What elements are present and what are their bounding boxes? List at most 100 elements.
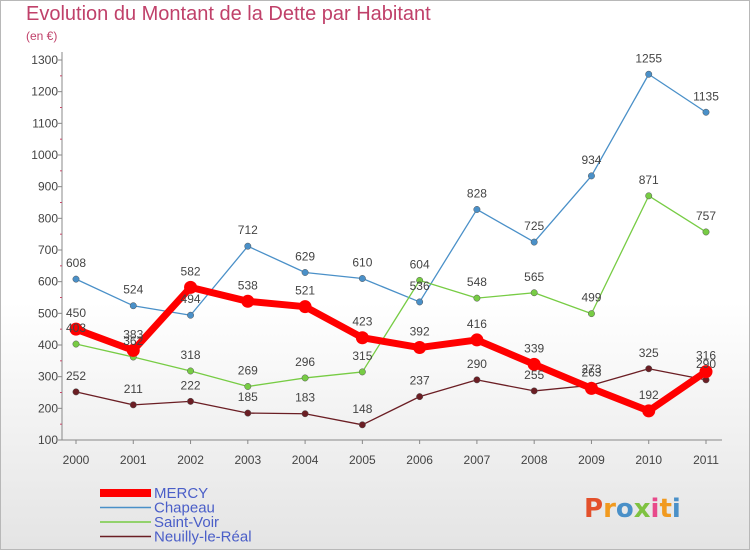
series-line-mercy	[74, 283, 708, 415]
chart-title: Evolution du Montant de la Dette par Hab…	[26, 3, 431, 25]
data-point	[301, 374, 309, 382]
axes: 100 200 300 400 500 600 700 800 900 1000 1100 1200 1…	[31, 52, 722, 467]
y-tick-label: 1000	[31, 148, 58, 162]
data-label: 712	[238, 223, 258, 237]
series-line-neuilly-le-r-al	[75, 368, 707, 426]
data-label: 296	[295, 355, 315, 369]
svg-text:Proxiti: Proxiti	[584, 494, 681, 524]
x-tick-label: 2010	[635, 453, 662, 467]
data-label: 148	[352, 402, 372, 416]
data-point	[530, 387, 538, 395]
x-tick-label: 2006	[406, 453, 433, 467]
data-label: 608	[66, 256, 86, 270]
data-label: 1255	[635, 51, 662, 65]
y-tick-label: 500	[38, 306, 58, 320]
data-point	[588, 172, 595, 180]
data-label: 521	[295, 284, 315, 298]
y-tick-label: 100	[38, 433, 58, 447]
x-tick-label: 2008	[521, 453, 548, 467]
data-label: 315	[352, 349, 372, 363]
data-point	[413, 341, 427, 355]
data-point	[301, 410, 309, 418]
data-label: 237	[410, 374, 430, 388]
data-point	[527, 357, 541, 371]
y-tick-label: 1100	[32, 116, 58, 130]
data-point	[530, 289, 538, 297]
y-tick-label: 300	[38, 370, 58, 384]
data-point	[473, 294, 481, 302]
data-label: 192	[639, 388, 659, 402]
data-point	[301, 269, 309, 276]
data-label: 263	[581, 365, 601, 379]
data-point	[187, 397, 194, 405]
data-label: 269	[238, 363, 258, 377]
data-label: 290	[467, 357, 487, 371]
data-label: 325	[639, 346, 659, 360]
data-point	[358, 275, 366, 282]
y-tick-label: 900	[38, 180, 58, 194]
data-point	[416, 298, 424, 306]
x-tick-label: 2009	[578, 453, 605, 467]
data-label: 629	[295, 249, 315, 263]
data-point	[470, 333, 484, 347]
data-label: 828	[467, 186, 487, 200]
chart-subtitle: (en €)	[26, 29, 58, 43]
data-label: 383	[123, 327, 143, 341]
x-tick-label: 2004	[292, 453, 319, 467]
data-label: 1135	[693, 89, 719, 103]
legend-label: Chapeau	[154, 500, 215, 517]
data-label: 565	[524, 270, 544, 284]
y-tick-label: 1200	[31, 85, 58, 99]
data-label: 362	[123, 334, 143, 348]
data-label: 610	[352, 256, 372, 270]
data-label: 211	[124, 382, 143, 396]
data-label: 757	[696, 209, 716, 223]
data-label: 318	[181, 348, 201, 362]
data-point	[358, 421, 366, 429]
legend-label: Neuilly-le-Réal	[154, 529, 252, 546]
data-label: 416	[467, 317, 487, 331]
data-point	[298, 300, 312, 314]
x-tick-label: 2011	[693, 453, 719, 467]
data-point	[642, 404, 656, 418]
legend-label: MERCY	[154, 485, 208, 502]
data-point	[184, 280, 198, 294]
data-label: 536	[410, 279, 430, 293]
data-point	[416, 393, 424, 401]
data-point	[588, 310, 595, 318]
data-label: 392	[410, 325, 430, 339]
data-label: 524	[123, 283, 143, 297]
x-tick-label: 2000	[63, 453, 90, 467]
x-tick-label: 2003	[234, 453, 261, 467]
data-label: 934	[581, 153, 601, 167]
data-label: 339	[524, 341, 544, 355]
series-line-saint-voir	[75, 195, 707, 388]
data-point	[358, 368, 366, 376]
data-point	[584, 381, 598, 395]
data-label: 494	[181, 292, 201, 306]
data-point	[244, 242, 252, 250]
legend-label: Saint-Voir	[154, 514, 219, 531]
data-point	[72, 275, 80, 283]
data-label: 183	[295, 391, 315, 405]
data-point	[473, 376, 481, 384]
data-point	[473, 206, 481, 213]
data-point	[645, 365, 653, 373]
series-line-chapeau	[75, 73, 707, 316]
data-label: 871	[639, 173, 659, 187]
y-tick-label: 200	[38, 401, 58, 415]
data-point	[129, 401, 137, 409]
data-label: 604	[410, 257, 430, 271]
data-label: 403	[66, 321, 86, 335]
data-point	[645, 70, 653, 78]
data-label: 255	[524, 368, 544, 382]
data-label: 423	[352, 315, 372, 329]
y-tick-label: 700	[38, 243, 58, 257]
data-label: 252	[66, 369, 86, 383]
data-label: 582	[181, 264, 201, 278]
data-label: 548	[467, 275, 487, 289]
x-tick-label: 2005	[349, 453, 376, 467]
